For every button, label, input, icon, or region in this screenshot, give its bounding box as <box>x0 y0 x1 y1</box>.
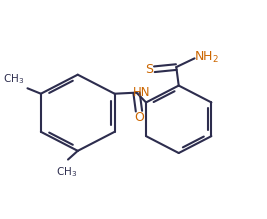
Text: CH$_3$: CH$_3$ <box>3 72 24 86</box>
Text: HN: HN <box>132 86 150 99</box>
Text: O: O <box>135 111 145 124</box>
Text: S: S <box>145 63 153 76</box>
Text: CH$_3$: CH$_3$ <box>56 165 77 179</box>
Text: NH$_2$: NH$_2$ <box>194 50 219 65</box>
